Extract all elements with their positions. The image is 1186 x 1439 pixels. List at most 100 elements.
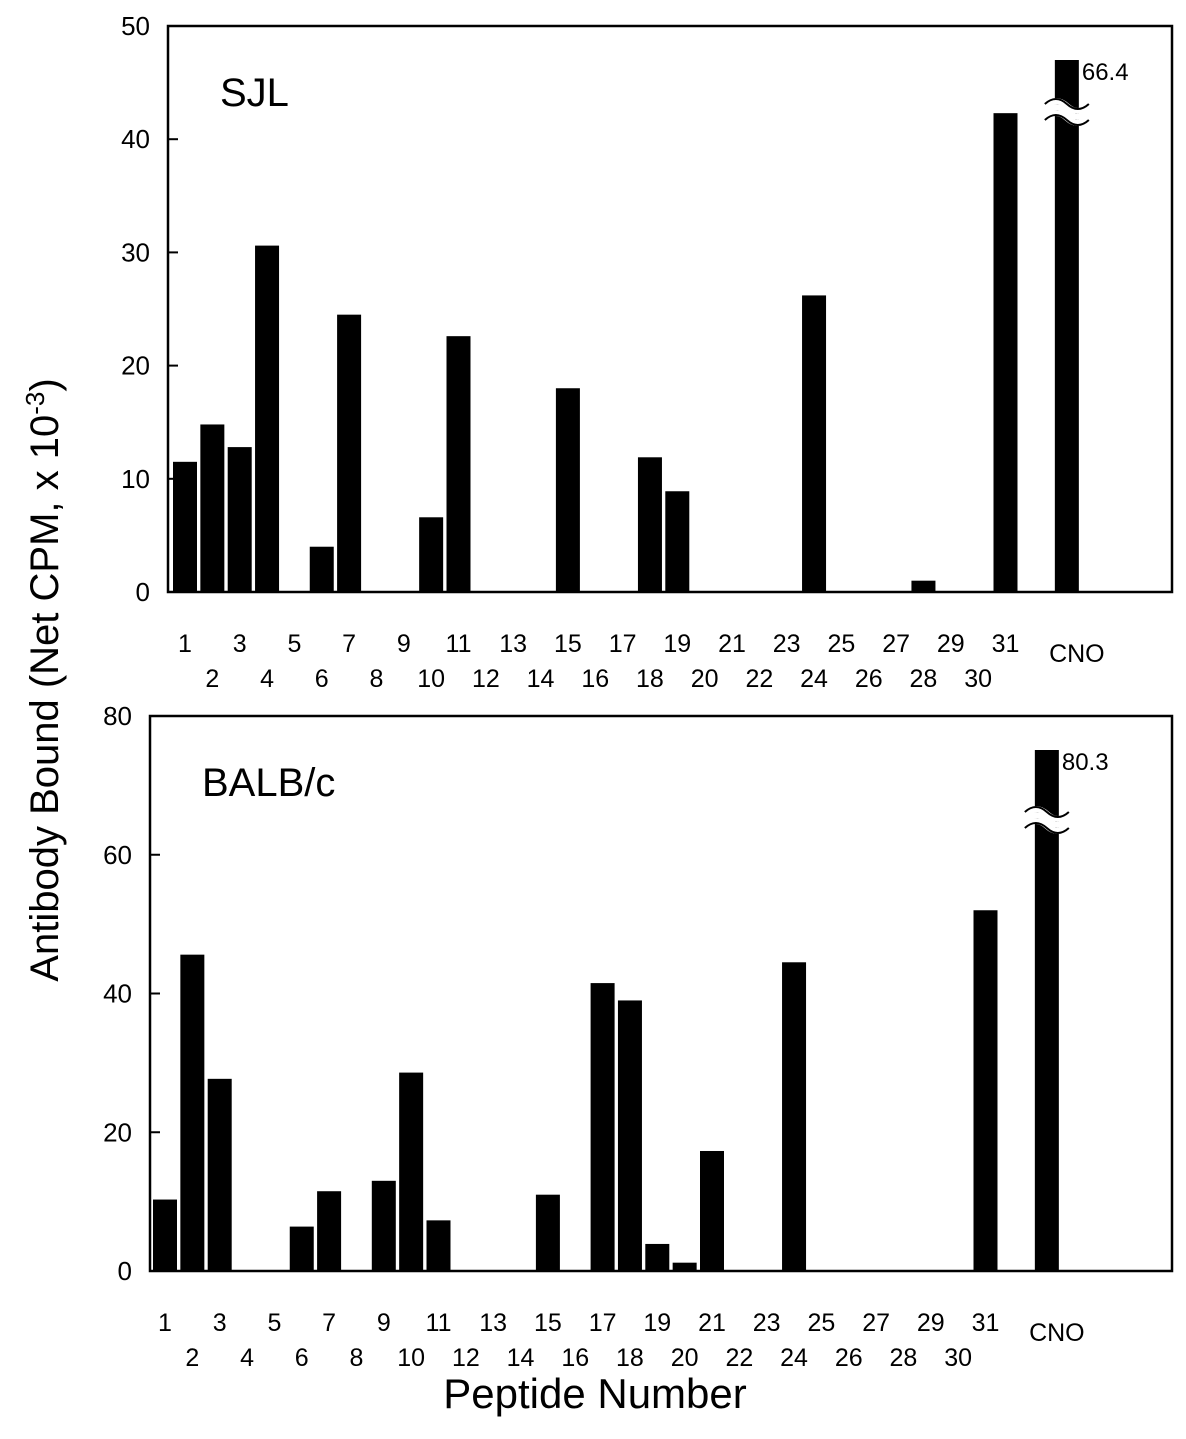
category-label: 10 — [397, 1344, 425, 1372]
category-label: 4 — [240, 1344, 254, 1372]
y-tick-label: 20 — [121, 351, 150, 381]
y-tick-label: 0 — [118, 1256, 132, 1286]
category-label: 17 — [609, 630, 637, 658]
category-label: 5 — [267, 1309, 281, 1337]
bar-2 — [180, 954, 205, 1271]
category-label: 18 — [636, 665, 664, 693]
category-label: 25 — [827, 630, 855, 658]
axis-break-gap — [1022, 812, 1071, 828]
bar-20 — [672, 1262, 697, 1271]
category-label: 8 — [349, 1344, 363, 1372]
category-label: 14 — [507, 1344, 535, 1372]
category-label: 16 — [581, 665, 609, 693]
category-label: 16 — [561, 1344, 589, 1372]
category-label: 9 — [397, 630, 411, 658]
category-label: 23 — [753, 1309, 781, 1337]
bar-CNO — [1054, 60, 1079, 592]
category-label: 31 — [992, 630, 1020, 658]
bar-6 — [289, 1226, 314, 1271]
y-axis-label-superscript: -3 — [20, 392, 50, 415]
category-label: 18 — [616, 1344, 644, 1372]
y-tick-label: 40 — [103, 979, 132, 1009]
category-label: 2 — [205, 665, 219, 693]
category-label: 29 — [937, 630, 965, 658]
category-label: 23 — [773, 630, 801, 658]
bar-18 — [617, 1000, 642, 1271]
bar-19 — [665, 491, 690, 592]
bar-2 — [200, 424, 225, 592]
y-axis-label-main: Antibody Bound (Net CPM, x 10 — [23, 415, 67, 982]
category-label: 5 — [287, 630, 301, 658]
panel-balbc: 020406080BALB/c1234567891011121314151617… — [103, 701, 1174, 1372]
category-label: 30 — [964, 665, 992, 693]
bar-11 — [426, 1220, 451, 1271]
bar-31 — [973, 910, 998, 1271]
bar-10 — [399, 1072, 424, 1271]
bar-19 — [645, 1243, 670, 1271]
bar-7 — [317, 1191, 342, 1271]
axis-break-line-top — [1044, 98, 1090, 110]
category-label: 6 — [295, 1344, 309, 1372]
y-axis-label: Antibody Bound (Net CPM, x 10-3) — [20, 378, 67, 981]
bar-4 — [255, 245, 280, 592]
category-label: 22 — [745, 665, 773, 693]
panel-label: BALB/c — [202, 761, 335, 805]
category-label: 31 — [972, 1309, 1000, 1337]
bar-28 — [911, 580, 936, 592]
bar-CNO — [1034, 750, 1059, 1271]
bar-1 — [153, 1199, 177, 1271]
axis-break-line-bottom — [1024, 822, 1070, 834]
bar-15 — [555, 388, 580, 592]
category-label: 24 — [800, 665, 828, 693]
y-tick-label: 40 — [121, 124, 150, 154]
y-tick-label: 20 — [103, 1117, 132, 1147]
category-label: 30 — [944, 1344, 972, 1372]
category-label: 2 — [185, 1344, 199, 1372]
axis-break-gap — [1022, 818, 1071, 834]
category-label: 19 — [663, 630, 691, 658]
category-label: 12 — [452, 1344, 480, 1372]
category-label: 14 — [527, 665, 555, 693]
category-label: 21 — [698, 1309, 726, 1337]
y-axis-label-close: ) — [23, 378, 67, 391]
bar-31 — [993, 113, 1018, 592]
category-label: 17 — [589, 1309, 617, 1337]
category-label: 7 — [322, 1309, 336, 1337]
panel-label: SJL — [220, 71, 289, 115]
bar-9 — [371, 1180, 396, 1271]
category-label: 13 — [479, 1309, 507, 1337]
bar-24 — [782, 962, 807, 1271]
category-label: 8 — [369, 665, 383, 693]
category-label: 12 — [472, 665, 500, 693]
category-label: 20 — [671, 1344, 699, 1372]
bar-21 — [700, 1150, 724, 1271]
y-tick-label: 50 — [121, 11, 150, 41]
broken-bar-value-label: 66.4 — [1082, 59, 1129, 86]
category-label: 3 — [213, 1309, 227, 1337]
category-label: 15 — [554, 630, 582, 658]
category-label: 26 — [835, 1344, 863, 1372]
category-label: 1 — [158, 1309, 172, 1337]
category-label: 24 — [780, 1344, 808, 1372]
category-label: 20 — [691, 665, 719, 693]
bar-24 — [802, 295, 827, 592]
axis-break-gap — [1042, 104, 1091, 120]
bar-10 — [419, 517, 444, 592]
bar-6 — [309, 546, 334, 592]
axis-break-gap — [1042, 110, 1091, 126]
category-label: 9 — [377, 1309, 391, 1337]
bar-18 — [637, 457, 662, 592]
y-tick-label: 60 — [103, 840, 132, 870]
category-label: 7 — [342, 630, 356, 658]
category-label: 25 — [807, 1309, 835, 1337]
category-label: 3 — [233, 630, 247, 658]
x-axis-label: Peptide Number — [443, 1370, 747, 1417]
bar-7 — [337, 314, 362, 592]
y-tick-label: 0 — [136, 577, 150, 607]
category-label: 11 — [446, 630, 472, 658]
category-label: CNO — [1049, 640, 1105, 668]
axis-break-line-bottom — [1044, 114, 1090, 126]
category-label: 27 — [882, 630, 910, 658]
category-label: 1 — [178, 630, 192, 658]
